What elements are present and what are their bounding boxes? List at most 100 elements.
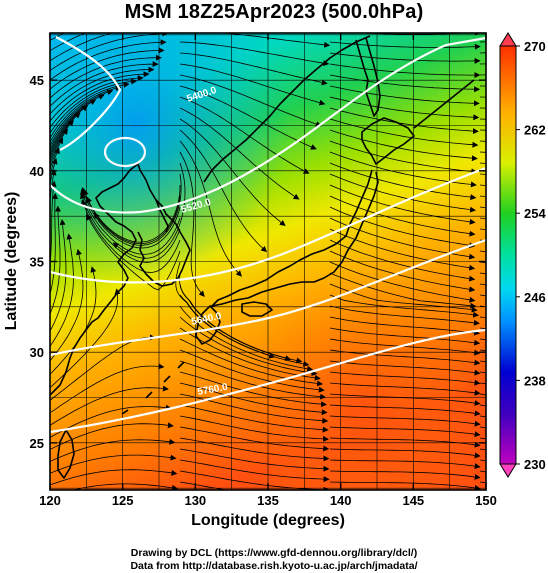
y-tick-label: 40 <box>30 164 44 179</box>
streamline <box>329 195 476 237</box>
streamline <box>329 272 477 309</box>
streamline <box>179 338 324 387</box>
streamline <box>329 283 478 313</box>
x-tick-label: 145 <box>402 493 424 508</box>
streamline <box>50 404 172 438</box>
streamline <box>179 41 330 67</box>
streamline <box>179 118 286 227</box>
streamline <box>329 85 480 107</box>
streamline <box>329 140 478 175</box>
streamline <box>50 33 169 71</box>
streamline <box>179 349 325 393</box>
streamline <box>50 33 66 41</box>
contour-line-5760 <box>50 328 486 434</box>
streamline <box>179 283 303 364</box>
streamline <box>329 206 476 249</box>
streamline <box>480 13 548 31</box>
streamline <box>80 188 181 255</box>
streamline <box>329 437 481 448</box>
colorbar-body <box>499 45 517 465</box>
y-axis-label: Latitude (degrees) <box>3 191 20 331</box>
streamline <box>93 173 182 246</box>
streamline <box>329 415 481 427</box>
streamline <box>50 54 162 99</box>
streamline <box>86 184 181 243</box>
streamline <box>329 41 481 50</box>
streamline <box>179 85 317 150</box>
colorbar-top-triangle <box>499 32 517 47</box>
streamline <box>179 360 327 400</box>
streamline <box>179 151 205 297</box>
streamline <box>179 426 330 452</box>
streamline <box>480 504 548 542</box>
coastlines <box>50 35 475 479</box>
streamline <box>30 0 171 31</box>
streamline <box>329 371 481 386</box>
streamline <box>30 0 171 20</box>
streamline <box>82 189 181 244</box>
streamline <box>50 66 155 115</box>
streamline <box>179 129 268 253</box>
streamline <box>329 162 477 201</box>
streamline <box>50 85 122 143</box>
x-tick-label: 135 <box>257 493 279 508</box>
streamline <box>329 448 481 459</box>
streamline <box>329 294 480 318</box>
height-contours <box>50 36 486 434</box>
streamline <box>329 107 479 135</box>
streamline <box>179 437 330 462</box>
streamline <box>179 294 310 367</box>
streamline <box>329 173 476 213</box>
streamline <box>50 71 150 122</box>
streamline <box>329 349 481 366</box>
streamline <box>329 118 479 148</box>
streamline <box>329 338 481 356</box>
contour-line-5400 <box>50 36 486 214</box>
streamline <box>80 199 181 273</box>
y-tick-label: 45 <box>30 73 44 88</box>
streamline <box>329 360 481 376</box>
colorbar-tick-label: 246 <box>524 290 546 305</box>
colorbar: 230 238 246 254 262 270 <box>499 32 546 478</box>
streamline <box>480 0 548 20</box>
streamline <box>50 61 159 107</box>
x-tick-label: 120 <box>39 493 61 508</box>
contour-line-5520 <box>50 166 486 284</box>
streamline <box>329 261 476 303</box>
streamline <box>329 459 481 470</box>
x-axis-label: Longitude (degrees) <box>191 512 345 529</box>
streamline <box>179 63 326 106</box>
streamline <box>179 316 318 376</box>
streamline <box>179 74 322 127</box>
x-tick-label: 130 <box>184 493 206 508</box>
streamline <box>179 305 314 372</box>
streamline <box>50 469 178 486</box>
x-tick-label: 125 <box>112 493 134 508</box>
streamline <box>329 305 480 326</box>
streamline <box>50 47 165 90</box>
colorbar-bottom-triangle <box>499 463 517 478</box>
streamline <box>50 266 97 376</box>
x-axis-ticks: 120 125 130 135 140 145 150 <box>39 33 497 508</box>
contour-line-low <box>103 136 147 168</box>
map-canvas: 5400.0 5520.0 5640.0 5760.0 120 125 130 135… <box>30 0 548 542</box>
y-axis-ticks: 25 30 35 40 45 <box>30 73 486 451</box>
streamline <box>112 162 186 259</box>
streamline <box>50 205 61 316</box>
streamline <box>219 33 331 48</box>
streamline <box>50 438 176 462</box>
streamline <box>50 192 58 296</box>
streamline <box>50 422 174 450</box>
streamline <box>179 52 328 86</box>
streamline <box>329 393 481 406</box>
credit-data-source: Data from http://database.rish.kyoto-u.a… <box>130 560 418 572</box>
streamline <box>329 96 480 121</box>
streamline <box>179 459 330 483</box>
wind-streamlines <box>30 0 548 542</box>
streamline <box>50 233 74 348</box>
streamline <box>50 248 84 362</box>
colorbar-tick-label: 270 <box>524 39 546 54</box>
streamline <box>179 382 328 416</box>
x-tick-label: 140 <box>330 493 352 508</box>
streamline <box>329 239 476 282</box>
